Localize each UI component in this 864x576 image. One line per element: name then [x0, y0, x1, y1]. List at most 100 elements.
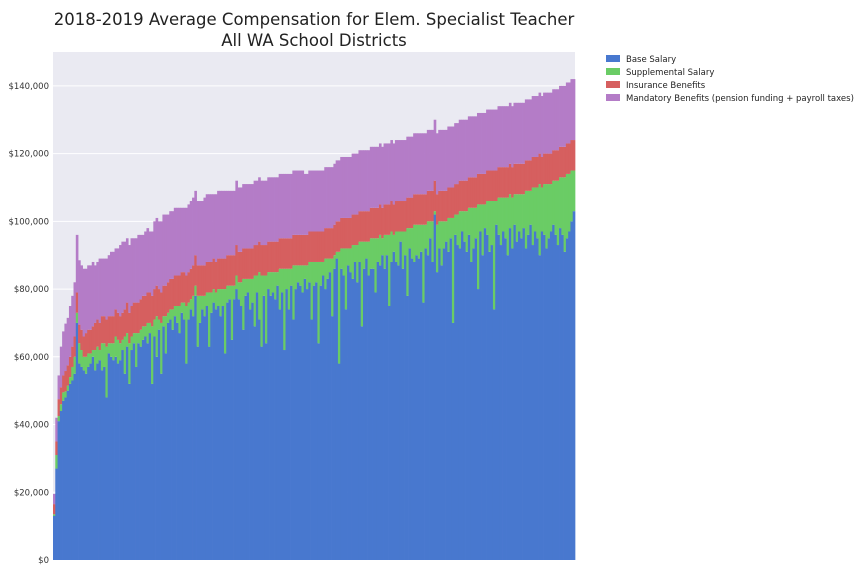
- bar-segment-insurance-benefits: [269, 241, 273, 273]
- bar-segment-insurance-benefits: [89, 329, 93, 354]
- bar-segment-mandatory-benefits: [123, 241, 127, 310]
- bar-segment-mandatory-benefits: [488, 109, 492, 171]
- bar-segment-insurance-benefits: [98, 322, 102, 351]
- bar-segment-mandatory-benefits: [365, 150, 368, 212]
- bar-segment-supplemental-salary: [267, 272, 270, 290]
- bar-segment-supplemental-salary: [303, 265, 307, 279]
- bar-segment-mandatory-benefits: [568, 82, 571, 144]
- bar-segment-insurance-benefits: [504, 167, 507, 198]
- bar-segment-mandatory-benefits: [506, 106, 510, 168]
- bar-segment-mandatory-benefits: [321, 170, 325, 232]
- bar-segment-base-salary: [570, 221, 574, 560]
- bar-segment-supplemental-salary: [276, 272, 280, 286]
- bar-segment-base-salary: [306, 289, 309, 560]
- bar-segment-supplemental-salary: [292, 265, 295, 320]
- bar-segment-insurance-benefits: [445, 190, 448, 222]
- bar-segment-mandatory-benefits: [157, 221, 161, 290]
- bar-segment-mandatory-benefits: [255, 180, 259, 246]
- bar-segment-mandatory-benefits: [445, 129, 448, 191]
- bar-segment-base-salary: [472, 248, 476, 560]
- bar-segment-mandatory-benefits: [415, 133, 419, 195]
- bar-segment-base-salary: [87, 366, 90, 560]
- bar-segment-base-salary: [217, 306, 220, 560]
- bar-segment-supplemental-salary: [324, 258, 327, 290]
- bar-segment-base-salary: [385, 255, 389, 560]
- bar-segment-supplemental-salary: [353, 245, 357, 262]
- bar-segment-base-salary: [467, 234, 471, 560]
- legend-label: Insurance Benefits: [626, 81, 706, 91]
- bar-segment-insurance-benefits: [249, 248, 252, 279]
- bar-segment-mandatory-benefits: [388, 143, 391, 205]
- bar-segment-insurance-benefits: [369, 207, 373, 239]
- bar-segment-supplemental-salary: [185, 306, 188, 364]
- bar-segment-base-salary: [55, 468, 58, 560]
- bar-segment-mandatory-benefits: [499, 106, 503, 168]
- bar-segment-base-salary: [372, 268, 375, 560]
- bar-segment-insurance-benefits: [71, 346, 74, 367]
- bar-segment-base-salary: [242, 329, 245, 560]
- bar-segment-base-salary: [228, 299, 232, 560]
- bar-segment-supplemental-salary: [461, 211, 464, 232]
- bar-segment-supplemental-salary: [422, 224, 425, 303]
- bar-segment-mandatory-benefits: [66, 317, 70, 366]
- bar-segment-supplemental-salary: [59, 404, 63, 411]
- bar-segment-base-salary: [349, 272, 352, 560]
- bar-segment-mandatory-benefits: [367, 150, 371, 212]
- bar-segment-supplemental-salary: [103, 343, 106, 367]
- bar-segment-insurance-benefits: [176, 275, 179, 306]
- bar-segment-base-salary: [185, 363, 188, 560]
- y-tick-label: $20,000: [14, 488, 49, 498]
- bar-segment-supplemental-salary: [543, 184, 546, 235]
- bar-segment-insurance-benefits: [169, 278, 172, 310]
- bar-segment-supplemental-salary: [217, 289, 220, 306]
- bar-segment-mandatory-benefits: [121, 241, 125, 313]
- bar-segment-mandatory-benefits: [84, 268, 88, 334]
- bar-segment-insurance-benefits: [164, 285, 168, 317]
- bar-segment-supplemental-salary: [283, 268, 286, 351]
- bar-segment-supplemental-salary: [228, 285, 232, 300]
- bar-segment-mandatory-benefits: [549, 92, 553, 154]
- bar-segment-base-salary: [180, 312, 184, 560]
- bar-segment-supplemental-salary: [198, 295, 202, 323]
- bar-segment-supplemental-salary: [518, 194, 521, 232]
- bar-segment-base-salary: [107, 353, 111, 560]
- bar-segment-supplemental-salary: [262, 275, 266, 296]
- bar-segment-mandatory-benefits: [125, 238, 129, 303]
- bar-segment-mandatory-benefits: [326, 167, 330, 229]
- bar-segment-base-salary: [331, 316, 334, 560]
- bar-segment-mandatory-benefits: [440, 129, 444, 191]
- bar-segment-supplemental-salary: [162, 316, 166, 327]
- bar-segment-supplemental-salary: [82, 356, 86, 371]
- bar-segment-base-salary: [230, 339, 234, 560]
- bar-segment-insurance-benefits: [513, 163, 517, 195]
- bar-segment-supplemental-salary: [180, 302, 184, 313]
- bar-segment-base-salary: [114, 356, 118, 560]
- bar-segment-insurance-benefits: [105, 319, 109, 347]
- bar-segment-supplemental-salary: [406, 228, 409, 296]
- bar-segment-supplemental-salary: [565, 173, 569, 239]
- bar-segment-supplemental-salary: [383, 234, 387, 269]
- bar-segment-supplemental-salary: [80, 350, 83, 367]
- bar-segment-base-salary: [80, 366, 83, 560]
- bar-segment-supplemental-salary: [239, 282, 243, 306]
- bar-segment-mandatory-benefits: [75, 234, 79, 293]
- bar-segment-supplemental-salary: [545, 184, 548, 249]
- bar-segment-insurance-benefits: [518, 163, 521, 195]
- bar-segment-base-salary: [342, 275, 346, 560]
- bar-segment-base-salary: [451, 322, 455, 560]
- bar-segment-mandatory-benefits: [406, 136, 409, 198]
- bar-segment-base-salary: [376, 261, 380, 560]
- bar-segment-mandatory-benefits: [385, 143, 389, 205]
- bar-segment-mandatory-benefits: [472, 116, 476, 178]
- bar-segment-mandatory-benefits: [64, 323, 68, 372]
- bar-segment-mandatory-benefits: [171, 211, 175, 279]
- bar-segment-supplemental-salary: [522, 194, 526, 229]
- bar-segment-base-salary: [495, 224, 498, 560]
- bar-segment-mandatory-benefits: [55, 417, 58, 442]
- bar-segment-insurance-benefits: [440, 190, 444, 222]
- bar-segment-insurance-benefits: [303, 234, 307, 266]
- bar-segment-mandatory-benefits: [62, 331, 65, 376]
- bar-segment-insurance-benefits: [449, 187, 453, 218]
- bar-segment-mandatory-benefits: [217, 190, 220, 259]
